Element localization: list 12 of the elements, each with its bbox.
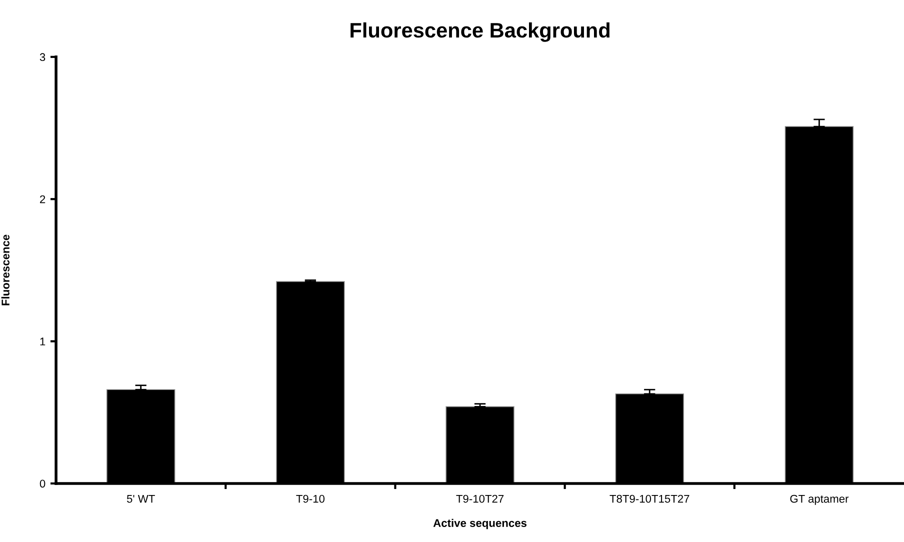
x-axis-title: Active sequences xyxy=(433,518,527,530)
y-tick-label: 3 xyxy=(40,53,46,62)
x-tick-label: T9-10 xyxy=(296,494,325,503)
x-tick-label: 5' WT xyxy=(126,494,155,503)
x-tick-label: GT aptamer xyxy=(790,494,849,505)
y-axis-title: Fluorescence xyxy=(1,234,10,306)
x-tick-label: T9-10T27 xyxy=(456,494,504,503)
y-tick-label: 2 xyxy=(40,195,46,204)
x-tick-label: T8T9-10T15T27 xyxy=(610,494,690,503)
y-tick-label: 0 xyxy=(40,480,46,488)
y-tick-label: 1 xyxy=(40,338,46,346)
chart-title: Fluorescence Background xyxy=(350,22,610,42)
